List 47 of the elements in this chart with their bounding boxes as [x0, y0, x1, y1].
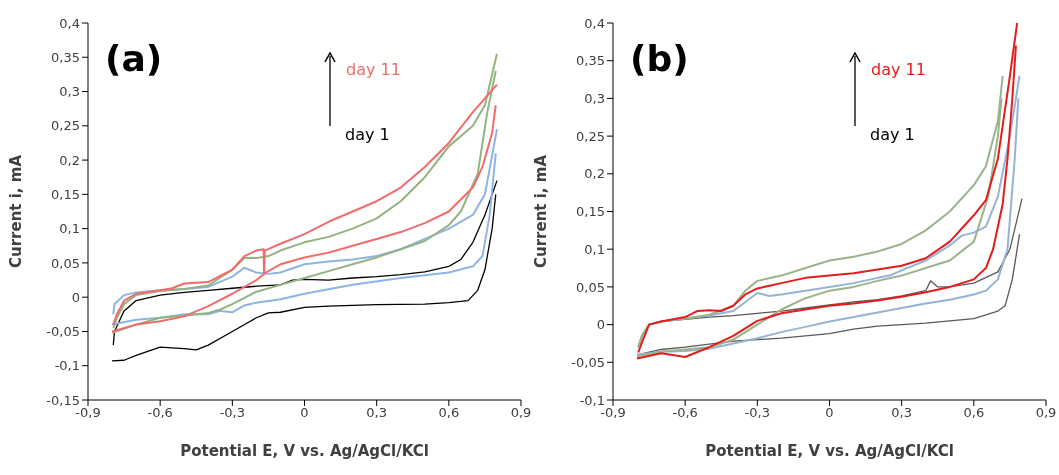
annotation: (b): [630, 38, 689, 79]
y-tick-label: -0,15: [46, 392, 80, 408]
x-tick-label: 0,9: [1035, 405, 1057, 421]
x-tick-label: 0,9: [510, 405, 532, 421]
y-tick-label: 0,4: [59, 15, 80, 31]
x-tick-label: 0,6: [438, 405, 460, 421]
y-tick-label: 0,15: [576, 204, 605, 220]
y-tick-label: 0,05: [576, 279, 605, 295]
y-tick-label: 0: [596, 317, 605, 333]
y-tick-label: 0,1: [59, 221, 80, 237]
y-tick-label: 0,25: [51, 118, 80, 134]
y-tick-label: 0,25: [576, 128, 605, 144]
y-axis-title: Current i, mA: [7, 154, 26, 269]
x-tick-label: -0,3: [219, 405, 246, 421]
x-tick-label: 0,3: [891, 405, 913, 421]
annotation: day 1: [345, 125, 390, 144]
y-tick-label: 0,35: [51, 49, 80, 65]
x-tick-label: -0,9: [75, 405, 101, 421]
x-axis-title: Potential E, V vs. Ag/AgCl/KCl: [180, 442, 429, 460]
y-tick-label: 0: [71, 289, 80, 305]
y-tick-label: -0,05: [46, 324, 80, 340]
annotation: (a): [105, 38, 163, 79]
x-tick-label: 0: [300, 405, 309, 421]
y-tick-label: -0,1: [54, 358, 80, 374]
annotation: day 11: [871, 60, 926, 79]
y-tick-label: 0,2: [584, 166, 605, 182]
y-tick-label: 0,3: [59, 84, 80, 100]
y-tick-label: 0,35: [576, 53, 605, 69]
x-tick-label: 0: [825, 405, 834, 421]
annotation: day 1: [870, 125, 915, 144]
y-tick-label: 0,2: [59, 152, 80, 168]
y-tick-label: 0,1: [584, 241, 605, 257]
x-tick-label: -0,3: [744, 405, 771, 421]
y-tick-label: 0,3: [584, 91, 605, 107]
x-tick-label: 0,6: [963, 405, 985, 421]
x-tick-label: -0,9: [600, 405, 626, 421]
y-tick-label: 0,15: [51, 186, 80, 202]
y-tick-label: -0,1: [579, 392, 605, 408]
x-tick-label: -0,6: [672, 405, 698, 421]
x-tick-label: -0,6: [147, 405, 173, 421]
y-tick-label: -0,05: [571, 354, 605, 370]
y-axis-title: Current i, mA: [532, 154, 551, 269]
x-axis-title: Potential E, V vs. Ag/AgCl/KCl: [705, 442, 954, 460]
y-tick-label: 0,4: [584, 15, 605, 31]
y-tick-label: 0,05: [51, 255, 80, 271]
x-tick-label: 0,3: [366, 405, 388, 421]
annotation: day 11: [346, 60, 401, 79]
